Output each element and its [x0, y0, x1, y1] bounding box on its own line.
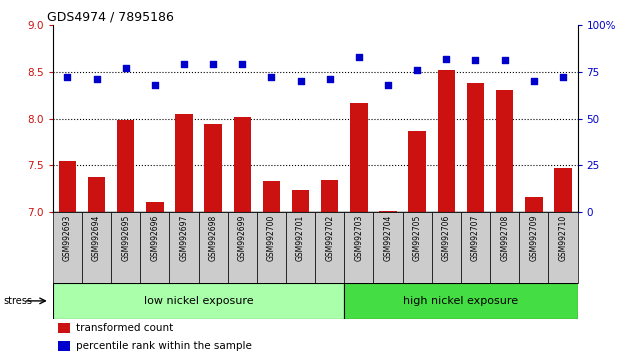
Bar — [461, 212, 490, 283]
Point — [62, 74, 72, 80]
Bar — [292, 190, 309, 212]
Bar — [373, 212, 402, 283]
Text: percentile rank within the sample: percentile rank within the sample — [76, 341, 252, 351]
Bar — [170, 212, 199, 283]
Text: GSM992705: GSM992705 — [413, 215, 422, 261]
Point — [208, 61, 218, 67]
Text: GSM992708: GSM992708 — [500, 215, 509, 261]
Point — [471, 58, 481, 63]
Bar — [554, 168, 572, 212]
Point — [442, 56, 451, 61]
Bar — [286, 212, 315, 283]
Text: GSM992707: GSM992707 — [471, 215, 480, 261]
Text: GSM992696: GSM992696 — [150, 215, 160, 261]
Bar — [228, 212, 257, 283]
Bar — [58, 161, 76, 212]
Point — [354, 54, 364, 59]
Point — [266, 74, 276, 80]
Bar — [53, 283, 344, 319]
Bar — [409, 131, 426, 212]
Text: GDS4974 / 7895186: GDS4974 / 7895186 — [47, 11, 173, 24]
Bar — [204, 124, 222, 212]
Text: GSM992704: GSM992704 — [384, 215, 392, 261]
Point — [296, 78, 306, 84]
Bar — [175, 114, 193, 212]
Point — [529, 78, 539, 84]
Text: GSM992698: GSM992698 — [209, 215, 217, 261]
Text: GSM992706: GSM992706 — [442, 215, 451, 261]
Text: GSM992703: GSM992703 — [355, 215, 363, 261]
Text: GSM992693: GSM992693 — [63, 215, 72, 261]
Text: high nickel exposure: high nickel exposure — [404, 296, 519, 306]
Bar — [432, 212, 461, 283]
Text: GSM992702: GSM992702 — [325, 215, 334, 261]
Bar — [467, 83, 484, 212]
Bar — [257, 212, 286, 283]
Text: GSM992697: GSM992697 — [179, 215, 188, 261]
Point — [558, 74, 568, 80]
Text: GSM992694: GSM992694 — [92, 215, 101, 261]
Bar — [315, 212, 344, 283]
Bar — [548, 212, 578, 283]
Bar — [490, 212, 519, 283]
Bar — [263, 182, 280, 212]
Bar — [496, 90, 514, 212]
Point — [91, 76, 101, 82]
Point — [412, 67, 422, 73]
Bar — [82, 212, 111, 283]
Bar — [146, 202, 163, 212]
Point — [325, 76, 335, 82]
Bar — [117, 120, 134, 212]
Bar — [379, 211, 397, 212]
Bar — [58, 341, 70, 351]
Bar — [350, 103, 368, 212]
Text: GSM992710: GSM992710 — [558, 215, 568, 261]
Point — [179, 61, 189, 67]
Point — [120, 65, 130, 71]
Text: GSM992700: GSM992700 — [267, 215, 276, 261]
Point — [150, 82, 160, 88]
Text: transformed count: transformed count — [76, 323, 174, 333]
Point — [383, 82, 393, 88]
Text: stress: stress — [3, 296, 32, 306]
Bar — [344, 212, 373, 283]
Text: low nickel exposure: low nickel exposure — [143, 296, 253, 306]
Text: GSM992701: GSM992701 — [296, 215, 305, 261]
Bar — [88, 177, 106, 212]
Bar — [402, 212, 432, 283]
Bar — [438, 70, 455, 212]
Bar — [53, 212, 82, 283]
Text: GSM992699: GSM992699 — [238, 215, 247, 261]
Text: GSM992709: GSM992709 — [529, 215, 538, 261]
Point — [500, 58, 510, 63]
Point — [237, 61, 247, 67]
Bar — [344, 283, 578, 319]
Bar — [321, 179, 338, 212]
Bar — [525, 198, 543, 212]
Bar — [199, 212, 228, 283]
Bar — [519, 212, 548, 283]
Bar — [111, 212, 140, 283]
Bar — [58, 323, 70, 333]
Bar — [140, 212, 170, 283]
Bar — [233, 117, 251, 212]
Text: GSM992695: GSM992695 — [121, 215, 130, 261]
